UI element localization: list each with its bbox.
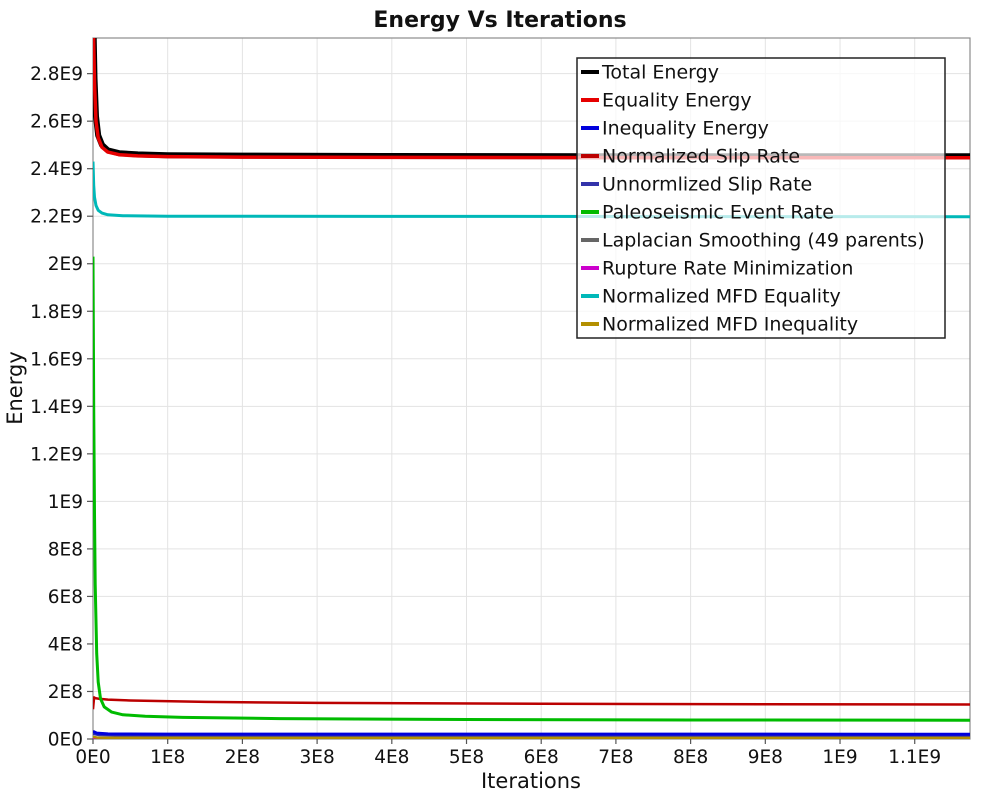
legend-label: Normalized Slip Rate bbox=[602, 146, 800, 168]
y-tick-label: 2.6E9 bbox=[30, 112, 83, 133]
series-line-normalized-slip-rate bbox=[93, 696, 970, 710]
y-tick-label: 2.8E9 bbox=[30, 64, 83, 85]
legend-label: Paleoseismic Event Rate bbox=[602, 202, 834, 224]
x-axis-label: Iterations bbox=[481, 769, 581, 793]
legend-label: Unnormlized Slip Rate bbox=[602, 174, 812, 196]
legend-label: Laplacian Smoothing (49 parents) bbox=[602, 230, 925, 252]
y-tick-label: 2E8 bbox=[48, 682, 83, 703]
x-tick-label: 0E0 bbox=[75, 747, 110, 768]
y-tick-label: 1.8E9 bbox=[30, 302, 83, 323]
y-tick-label: 1.4E9 bbox=[30, 397, 83, 418]
y-tick-label: 8E8 bbox=[48, 539, 83, 560]
legend-background bbox=[576, 57, 946, 339]
x-tick-label: 3E8 bbox=[299, 747, 334, 768]
y-tick-label: 6E8 bbox=[48, 587, 83, 608]
legend-label: Equality Energy bbox=[602, 90, 752, 112]
x-tick-label: 7E8 bbox=[598, 747, 633, 768]
legend-box: Total Energy Equality Energy Inequality En… bbox=[576, 57, 946, 339]
y-tick-label: 1.6E9 bbox=[30, 349, 83, 370]
y-tick-label: 4E8 bbox=[48, 634, 83, 655]
chart-title: Energy Vs Iterations bbox=[373, 8, 626, 33]
series-line-normalized-mfd-equality bbox=[93, 161, 970, 219]
x-tick-label: 8E8 bbox=[673, 747, 708, 768]
y-tick-label: 0E0 bbox=[48, 730, 83, 751]
y-tick-label: 2.4E9 bbox=[30, 159, 83, 180]
y-tick-label: 1.2E9 bbox=[30, 444, 83, 465]
series-line-paleoseismic-event-rate bbox=[93, 256, 970, 722]
series-line-equality-energy bbox=[93, 38, 970, 160]
y-tick-label: 2E9 bbox=[48, 254, 83, 275]
x-tick-label: 1E9 bbox=[822, 747, 857, 768]
x-tick-label: 5E8 bbox=[449, 747, 484, 768]
y-tick-label: 1E9 bbox=[48, 492, 83, 513]
x-tick-label: 1E8 bbox=[150, 747, 185, 768]
legend-label: Total Energy bbox=[601, 62, 719, 84]
x-tick-label: 4E8 bbox=[374, 747, 409, 768]
x-tick-label: 2E8 bbox=[225, 747, 260, 768]
series-line-normalized-mfd-inequality bbox=[93, 735, 970, 739]
legend-label: Inequality Energy bbox=[602, 118, 769, 140]
series-line-inequality-energy bbox=[93, 730, 970, 736]
x-tick-label: 6E8 bbox=[524, 747, 559, 768]
x-tick-label: 9E8 bbox=[748, 747, 783, 768]
legend-label: Rupture Rate Minimization bbox=[602, 258, 853, 280]
y-tick-label: 2.2E9 bbox=[30, 207, 83, 228]
legend-label: Normalized MFD Equality bbox=[602, 286, 841, 308]
legend-label: Normalized MFD Inequality bbox=[602, 314, 858, 336]
series-lines bbox=[93, 38, 970, 739]
axis-ticks: 0E0 1E8 2E8 3E8 4E8 5E8 6E8 7E8 8E8 9E8 1E9 1.1E9 0E… bbox=[30, 64, 941, 768]
x-tick-label: 1.1E9 bbox=[888, 747, 941, 768]
y-axis-label: Energy bbox=[3, 351, 27, 425]
